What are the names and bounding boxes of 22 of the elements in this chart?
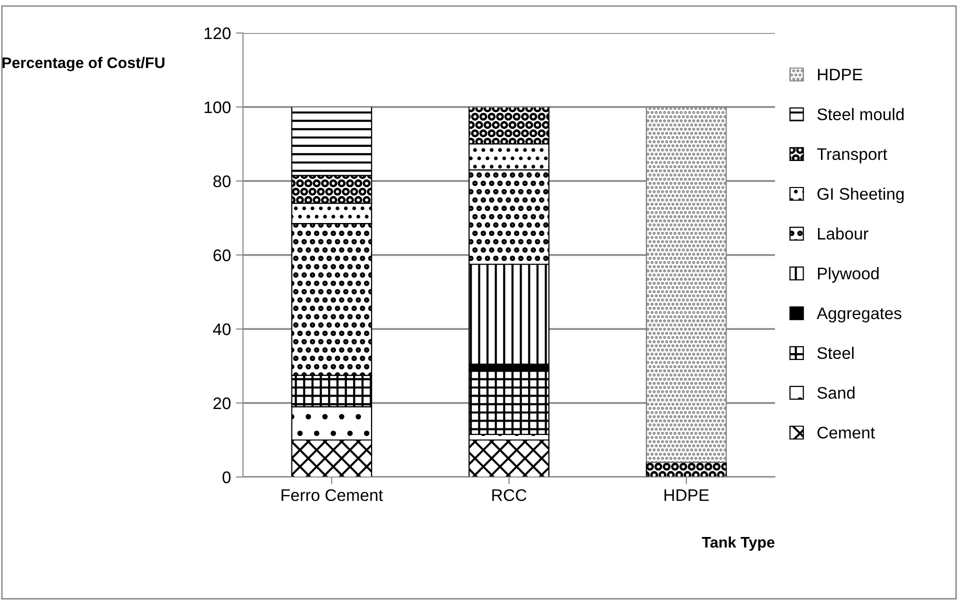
y-tick-label: 20 xyxy=(213,397,231,410)
legend-label: Plywood xyxy=(818,267,879,283)
x-axis-title: Tank Type xyxy=(702,536,774,551)
y-tick-label: 100 xyxy=(204,101,231,114)
y-axis-title: Percentage of Cost/FU xyxy=(2,56,164,72)
legend-label: GI Sheeting xyxy=(818,188,904,204)
legend-label: Cement xyxy=(818,426,875,439)
legend-label: Sand xyxy=(817,386,855,399)
legend-label: Aggregates xyxy=(816,308,902,322)
legend-label: Steel mould xyxy=(817,108,904,120)
y-tick-label: 60 xyxy=(214,249,231,262)
x-tick-label: RCC xyxy=(492,489,526,502)
y-tick-label: 120 xyxy=(204,27,231,40)
y-tick-label: 80 xyxy=(213,175,231,188)
y-tick-label: 0 xyxy=(222,471,231,484)
legend-label: Transport xyxy=(817,148,888,164)
legend-label: Labour xyxy=(818,227,868,240)
y-tick-label: 40 xyxy=(213,323,231,336)
x-tick-label: Ferro Cement xyxy=(282,489,383,502)
x-tick-label: HDPE xyxy=(664,489,709,501)
legend-label: HDPE xyxy=(818,68,862,80)
legend-label: Steel xyxy=(817,346,854,359)
